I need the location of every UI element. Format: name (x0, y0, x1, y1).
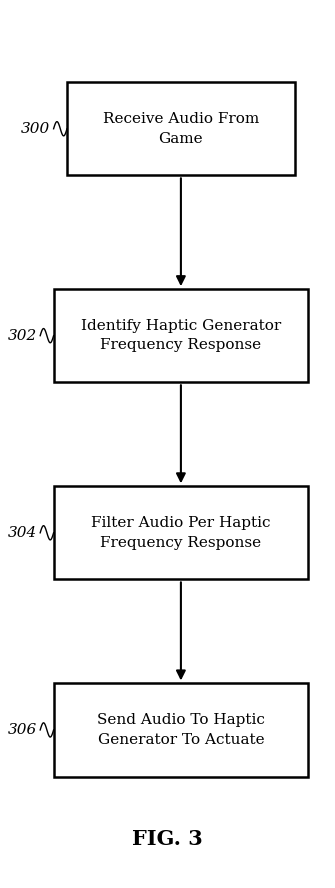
Bar (54, 289, 308, 382)
Bar (67, 83, 295, 176)
Text: Receive Audio From
Game: Receive Audio From Game (103, 112, 259, 146)
Text: 304: 304 (8, 526, 37, 540)
Bar (54, 487, 308, 580)
Text: 300: 300 (21, 122, 50, 136)
Text: FIG. 3: FIG. 3 (132, 829, 203, 849)
Text: 302: 302 (8, 329, 37, 343)
Bar (54, 684, 308, 776)
Text: Filter Audio Per Haptic
Frequency Response: Filter Audio Per Haptic Frequency Respon… (91, 516, 271, 550)
Text: Send Audio To Haptic
Generator To Actuate: Send Audio To Haptic Generator To Actuat… (97, 713, 265, 747)
Text: 306: 306 (8, 723, 37, 737)
Text: Identify Haptic Generator
Frequency Response: Identify Haptic Generator Frequency Resp… (81, 319, 281, 353)
